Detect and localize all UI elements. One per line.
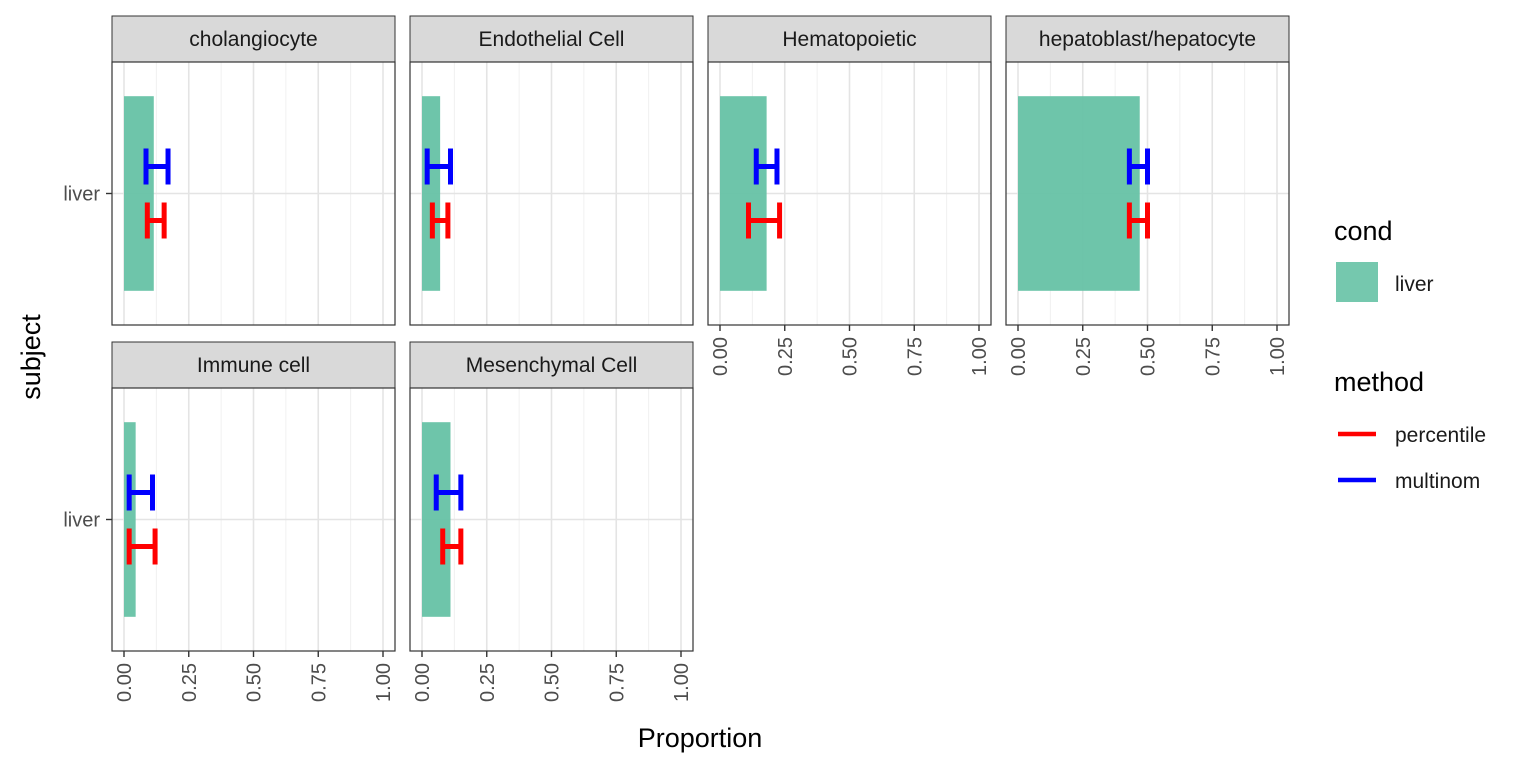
bar (124, 422, 136, 617)
legend: cond liver method percentile multinom (1334, 216, 1486, 493)
x-tick-label: 0.25 (477, 663, 499, 702)
facet-strip (707, 15, 992, 63)
x-tick-label: 0.75 (1202, 337, 1224, 376)
x-tick-label: 0.00 (710, 337, 732, 376)
percentile-errorbar (429, 202, 451, 239)
bar (124, 96, 154, 291)
legend-title: cond (1334, 216, 1393, 246)
facet-strip (111, 15, 396, 63)
bar (720, 96, 767, 291)
percentile-errorbar (144, 202, 167, 239)
x-tick-label: 0.50 (1138, 337, 1160, 376)
percentile-errorbar (440, 528, 464, 565)
percentile-errorbar (1126, 202, 1150, 239)
x-tick-label: 0.75 (904, 337, 926, 376)
multinom-errorbar (424, 148, 453, 185)
y-tick-label: liver (63, 510, 100, 532)
x-axis-title: Proportion (638, 723, 763, 753)
panel-border (409, 61, 694, 326)
x-tick-label: 0.00 (1008, 337, 1030, 376)
multinom-errorbar (143, 148, 171, 185)
x-tick-label: 0.75 (308, 663, 330, 702)
y-axis-title: subject (16, 314, 46, 400)
facet-panel: Mesenchymal Cell 0.00 0.25 0.50 0.75 1.00 (409, 341, 694, 702)
x-tick-label: 0.75 (606, 663, 628, 702)
percentile-errorbar (745, 202, 783, 239)
multinom-errorbar (1126, 148, 1150, 185)
x-tick-label: 0.25 (1073, 337, 1095, 376)
facet-panel: Hematopoietic 0.00 0.25 0.50 0.75 1.00 (707, 15, 992, 376)
facet-strip-label: hepatoblast/hepatocyte (1039, 28, 1256, 51)
legend-label: liver (1395, 273, 1434, 296)
legend-title: method (1334, 367, 1424, 397)
x-tick-label: 1.00 (671, 663, 693, 702)
x-tick-label: 0.50 (840, 337, 862, 376)
facet-panel: cholangiocyte liver (63, 15, 396, 326)
x-tick-label: 0.00 (114, 663, 136, 702)
x-tick-label: 0.50 (244, 663, 266, 702)
bar (422, 422, 451, 617)
x-tick-label: 0.25 (179, 663, 201, 702)
facet-strip (111, 341, 396, 389)
x-tick-label: 1.00 (373, 663, 395, 702)
facet-panel: Endothelial Cell (409, 15, 694, 326)
x-tick-label: 0.25 (775, 337, 797, 376)
facet-panel: Immune cell liver 0.00 0.25 0.50 0.75 1.00 (63, 341, 396, 702)
facet-strip (409, 15, 694, 63)
bar (422, 96, 441, 291)
facet-strip-label: Hematopoietic (782, 28, 916, 51)
facet-strip-label: Endothelial Cell (479, 28, 625, 51)
x-tick-label: 0.00 (412, 663, 434, 702)
multinom-errorbar (126, 474, 155, 511)
x-tick-label: 1.00 (969, 337, 991, 376)
legend-label: percentile (1395, 424, 1486, 447)
x-tick-label: 0.50 (542, 663, 564, 702)
x-tick-label: 1.00 (1267, 337, 1289, 376)
legend-key-fill (1336, 262, 1378, 302)
multinom-errorbar (433, 474, 464, 511)
facet-strip (409, 341, 694, 389)
facet-strip-label: Mesenchymal Cell (466, 354, 638, 377)
facet-strip-label: cholangiocyte (189, 28, 317, 51)
bar (1018, 96, 1140, 291)
percentile-errorbar (126, 528, 158, 565)
multinom-errorbar (753, 148, 780, 185)
legend-label: multinom (1395, 470, 1480, 493)
y-tick-label: liver (63, 184, 100, 206)
facet-panel: hepatoblast/hepatocyte 0.00 0.25 0.50 0.75 1.… (1005, 15, 1290, 376)
facet-strip-label: Immune cell (197, 354, 310, 377)
